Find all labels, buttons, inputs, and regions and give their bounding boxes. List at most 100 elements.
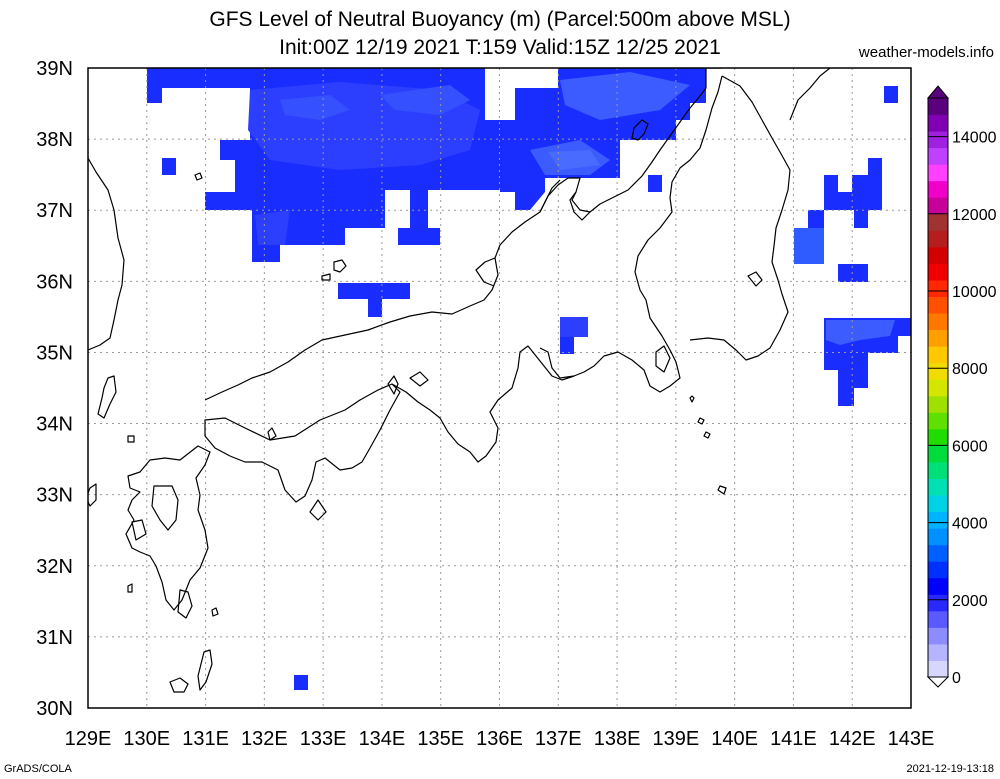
shade-cell <box>794 228 824 264</box>
lat-tick-label: 33N <box>36 485 73 507</box>
colorbar-swatch <box>928 147 948 165</box>
colorbar-swatch <box>928 577 948 595</box>
grads-credit: GrADS/COLA <box>4 763 72 775</box>
shade-cell <box>162 158 176 175</box>
coast-islet <box>321 273 331 281</box>
colorbar-swatch <box>928 246 948 264</box>
lon-tick-label: 135E <box>417 728 464 750</box>
lon-tick-label: 141E <box>770 728 817 750</box>
colorbar-swatch <box>928 395 948 413</box>
colorbar-swatch <box>928 346 948 364</box>
site-label[interactable]: weather-models.info <box>858 44 994 61</box>
shade-core-3 <box>380 85 470 115</box>
lat-tick-label: 32N <box>36 556 73 578</box>
coast-islet <box>194 172 203 181</box>
shade-core-7 <box>255 210 290 245</box>
coast-islet <box>747 271 763 287</box>
lon-tick-label: 132E <box>241 728 288 750</box>
coast-amakusa <box>131 519 147 541</box>
coast-shikoku <box>204 383 401 503</box>
lon-tick-label: 137E <box>535 728 582 750</box>
map-subtitle: Init:00Z 12/19 2021 T:159 Valid:15Z 12/2… <box>279 36 721 59</box>
shade-cell <box>338 283 410 299</box>
colorbar-tick-label: 2000 <box>952 593 988 610</box>
colorbar-swatch <box>928 213 948 231</box>
lat-tick-label: 30N <box>36 698 73 720</box>
shade-core-4 <box>560 72 690 120</box>
colorbar-tick-label: 14000 <box>952 130 997 147</box>
coast-iki <box>127 435 135 443</box>
colorbar-swatch <box>928 478 948 496</box>
colorbar-swatch <box>928 114 948 132</box>
colorbar-swatch <box>928 528 948 546</box>
colorbar-tick-label: 12000 <box>952 207 997 224</box>
colorbar-swatch <box>928 660 948 678</box>
colorbar-swatch <box>928 511 948 529</box>
lat-tick-label: 39N <box>36 58 73 80</box>
colorbar: 0 2000 4000 6000 8000 10000 12000 14000 <box>926 85 997 688</box>
colorbar-tick-label: 4000 <box>952 516 988 533</box>
buoyancy-shading <box>147 68 911 690</box>
shade-cell <box>560 317 588 337</box>
colorbar-tick-label: 0 <box>952 670 961 687</box>
colorbar-swatch <box>928 412 948 430</box>
coast-muroto <box>309 499 327 521</box>
lon-tick-label: 138E <box>594 728 641 750</box>
lon-tick-label: 134E <box>359 728 406 750</box>
colorbar-tick-label: 10000 <box>952 284 997 301</box>
lon-tick-label: 139E <box>652 728 699 750</box>
colorbar-swatch <box>928 428 948 446</box>
colorbar-swatch <box>928 445 948 463</box>
shade-core-2 <box>280 95 350 120</box>
colorbar-swatch <box>928 627 948 645</box>
render-timestamp: 2021-12-19-13:18 <box>906 763 994 775</box>
coast-honshu <box>204 68 723 463</box>
coast-kyushu <box>125 445 211 611</box>
coast-ise-bay <box>539 347 575 379</box>
lon-tick-label: 140E <box>711 728 758 750</box>
shade-core-boso <box>826 320 895 345</box>
coast-izu <box>655 345 671 373</box>
lon-tick-label: 143E <box>888 728 935 750</box>
shade-region-fukushima-off <box>824 158 882 228</box>
shade-cell <box>660 120 676 140</box>
lat-axis-labels: 30N 31N 32N 33N 34N 35N 36N 37N 38N 39N <box>36 58 73 720</box>
lon-tick-label: 130E <box>123 728 170 750</box>
colorbar-tick-label: 6000 <box>952 438 988 455</box>
colorbar-swatch <box>928 643 948 661</box>
coast-kagoshima-bay <box>177 589 193 619</box>
shade-cell <box>838 264 868 282</box>
lon-axis-labels: 129E 130E 131E 132E 133E 134E 135E 136E 137E 138E… <box>65 728 935 750</box>
lat-tick-label: 38N <box>36 129 73 151</box>
colorbar-swatch <box>928 329 948 347</box>
coast-tohoku <box>689 75 791 361</box>
shade-cell <box>294 675 308 690</box>
colorbar-bottom-arrow <box>926 676 950 688</box>
colorbar-top-arrow <box>926 85 950 99</box>
colorbar-swatch <box>928 279 948 298</box>
lat-tick-label: 35N <box>36 342 73 364</box>
coast-kobe <box>409 371 429 387</box>
colorbar-swatch <box>928 362 948 380</box>
lat-tick-label: 36N <box>36 271 73 293</box>
shade-cell <box>368 299 382 317</box>
colorbar-swatch <box>928 313 948 331</box>
coast-islet <box>211 607 219 617</box>
colorbar-tick-label: 8000 <box>952 361 988 378</box>
lon-tick-label: 136E <box>476 728 523 750</box>
shade-cell <box>884 86 898 103</box>
coast-tanegashima <box>197 649 213 691</box>
colorbar-swatch <box>928 379 948 397</box>
coast-wakasa <box>475 257 496 287</box>
shade-region-noto <box>398 190 440 245</box>
colorbar-swatch <box>928 461 948 479</box>
colorbar-swatch <box>928 230 948 248</box>
coast-noto <box>539 179 561 213</box>
lon-tick-label: 131E <box>182 728 229 750</box>
lat-tick-label: 31N <box>36 627 73 649</box>
coast-oki <box>333 259 347 273</box>
coast-korea <box>88 157 125 351</box>
colorbar-swatch <box>928 594 948 612</box>
coast-yakushima <box>169 677 189 693</box>
